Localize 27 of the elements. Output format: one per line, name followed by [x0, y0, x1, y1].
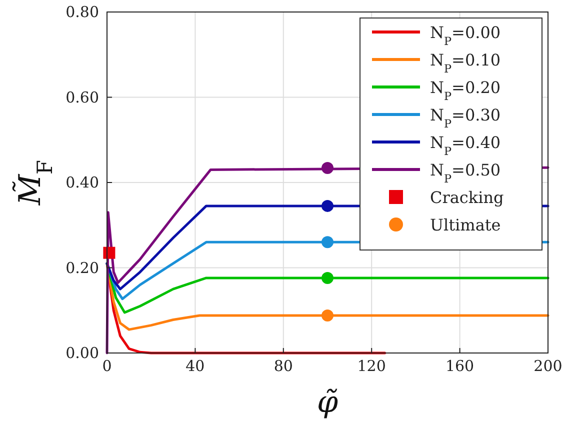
- point: [322, 236, 334, 248]
- x-tick-label: 40: [186, 357, 205, 375]
- legend-label: N$_{P}$=0.20: [430, 78, 501, 102]
- y-tick-label: 0.20: [66, 258, 99, 277]
- line-series: [106, 262, 550, 314]
- x-tick-label: 0: [102, 357, 112, 375]
- legend-label: Cracking: [430, 188, 504, 207]
- legend-label: Ultimate: [430, 216, 501, 234]
- point: [322, 272, 334, 284]
- legend-label: N$_{P}$=0.00: [430, 23, 501, 48]
- x-axis-title: φ̃: [316, 385, 338, 420]
- x-tick-label: 160: [445, 357, 474, 375]
- x-tick-label: 200: [534, 357, 562, 375]
- x-tick-label: 120: [357, 357, 386, 375]
- point: [322, 162, 334, 174]
- point: [322, 200, 334, 212]
- legend-label: N$_{P}$=0.50: [430, 160, 501, 185]
- y-tick-label: 0.80: [66, 3, 99, 21]
- x-tick-label: 80: [274, 357, 293, 375]
- y-tick-label: 0.60: [66, 88, 99, 106]
- point: [322, 309, 334, 322]
- y-tick-label: 0.00: [66, 344, 99, 362]
- legend-label: N$_{P}$=0.10: [430, 50, 501, 75]
- legend-label: N$_{P}$=0.40: [430, 133, 501, 158]
- legend-label: N$_{P}$=0.30: [430, 106, 501, 130]
- y-tick-label: 0.40: [66, 174, 99, 192]
- point: [103, 246, 116, 259]
